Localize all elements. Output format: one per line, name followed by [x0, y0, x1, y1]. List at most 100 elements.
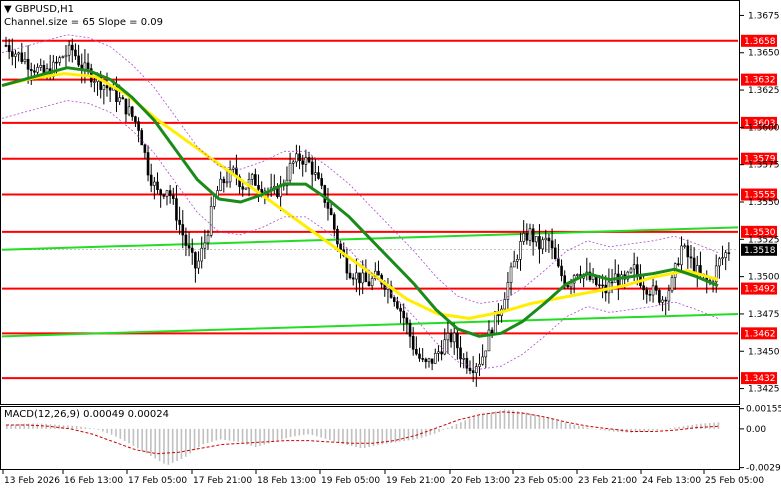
- candle-body: [355, 272, 358, 280]
- candle-body: [149, 174, 153, 186]
- candle-body: [332, 214, 336, 230]
- candle-body: [629, 268, 633, 273]
- candle-body: [459, 347, 462, 360]
- candle-body: [33, 70, 36, 73]
- candle-body: [727, 252, 731, 255]
- candle-body: [320, 178, 323, 186]
- candle-body: [525, 233, 529, 241]
- macd-bar: [433, 428, 436, 434]
- macd-bar: [67, 425, 69, 429]
- macd-label: MACD(12,26,9) 0.00049 0.00024: [4, 409, 170, 420]
- candle-body: [257, 185, 260, 190]
- macd-bar: [499, 410, 501, 429]
- macd-bar: [180, 428, 183, 460]
- candle-body: [642, 285, 645, 291]
- candle-body: [288, 162, 292, 181]
- macd-bar: [158, 428, 161, 462]
- candle-body: [440, 351, 443, 355]
- macd-bar: [516, 411, 519, 429]
- candle-body: [392, 297, 396, 302]
- x-tick-label: 25 Feb 05:00: [705, 476, 764, 486]
- macd-bar: [582, 426, 584, 429]
- level-tag: [741, 327, 777, 340]
- level-tag: [741, 282, 777, 295]
- macd-bar: [713, 422, 715, 429]
- macd-bar: [23, 423, 26, 429]
- macd-bar: [272, 428, 274, 443]
- candle-body: [209, 206, 213, 236]
- macd-bar: [289, 428, 292, 437]
- y-tick-label: 1.3425: [748, 385, 780, 395]
- candle-body: [36, 67, 39, 73]
- macd-bar: [704, 423, 707, 429]
- macd-bar: [206, 428, 209, 444]
- x-tick-label: 23 Feb 21:00: [578, 476, 637, 486]
- macd-bar: [10, 424, 12, 429]
- level-tag: [741, 152, 777, 165]
- macd-bar: [438, 428, 440, 432]
- candle-body: [254, 174, 257, 186]
- candle-body: [402, 310, 406, 319]
- macd-bar: [27, 423, 30, 429]
- candle-body: [427, 358, 431, 363]
- macd-bar: [630, 428, 632, 433]
- macd-bar: [329, 428, 331, 441]
- macd-bar: [687, 425, 689, 429]
- candle-body: [446, 333, 450, 341]
- macd-bar: [324, 428, 327, 439]
- candle-body: [695, 265, 699, 274]
- candle-body: [544, 237, 548, 241]
- candle-body: [162, 194, 166, 197]
- candle-body: [184, 234, 188, 246]
- macd-bar: [390, 428, 392, 443]
- macd-bar: [634, 428, 637, 433]
- macd-bar: [237, 428, 239, 442]
- macd-bar: [608, 428, 611, 432]
- level-tag: [741, 225, 777, 238]
- candle-body: [39, 64, 43, 68]
- candle-body: [538, 236, 541, 250]
- macd-bar: [75, 426, 78, 429]
- y-tick-label: 1.3525: [748, 235, 780, 245]
- x-tick-label: 17 Feb 05:00: [128, 476, 187, 486]
- macd-bar: [591, 428, 593, 429]
- candle-body: [105, 85, 109, 89]
- candle-body: [329, 208, 333, 215]
- candle-body: [345, 255, 349, 274]
- candle-body: [724, 252, 727, 258]
- macd-bar: [141, 428, 143, 451]
- fast-ma-line: [1, 66, 719, 338]
- macd-bar: [259, 428, 261, 446]
- macd-bar: [377, 428, 379, 446]
- candle-body: [430, 358, 434, 364]
- candle-body: [714, 265, 718, 283]
- candle-body: [377, 270, 380, 276]
- candle-body: [452, 332, 456, 343]
- macd-bar: [176, 428, 178, 461]
- candle-body: [658, 290, 661, 303]
- candle-body: [541, 239, 544, 250]
- candle-body: [475, 366, 478, 374]
- candle-body: [468, 367, 472, 371]
- candle-body: [143, 144, 147, 153]
- macd-bar: [586, 427, 589, 429]
- macd-bar: [412, 428, 414, 440]
- indicator-label: Channel.size = 65 Slope = 0.09: [4, 17, 164, 28]
- macd-bar: [36, 423, 39, 429]
- candle-body: [677, 263, 680, 266]
- macd-bar: [281, 428, 283, 440]
- candle-body: [108, 87, 112, 91]
- current-price-label: 1.3518: [744, 246, 776, 256]
- candle-body: [351, 277, 355, 280]
- candle-body: [20, 52, 24, 62]
- candle-body: [23, 58, 27, 62]
- candle-body: [553, 247, 557, 260]
- candle-body: [194, 252, 197, 269]
- candle-body: [187, 245, 191, 249]
- macd-bar: [682, 426, 685, 429]
- macd-tick-label: -0.00297: [746, 464, 781, 474]
- macd-bar: [673, 427, 676, 429]
- macd-bar: [700, 423, 702, 429]
- macd-bar: [350, 428, 353, 447]
